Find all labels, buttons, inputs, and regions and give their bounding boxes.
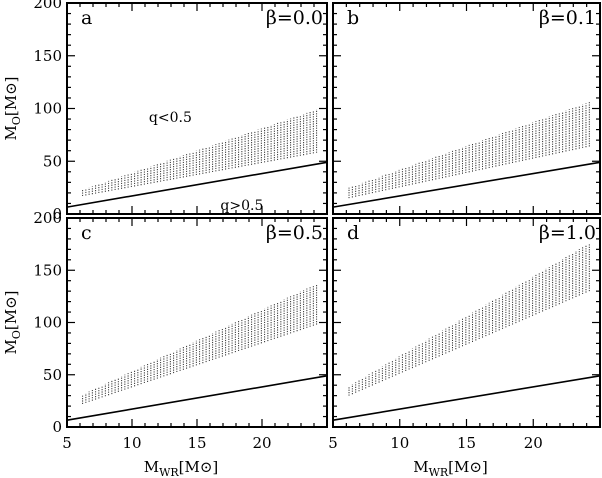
q-boundary-line xyxy=(332,375,601,421)
y-tick-label: 200 xyxy=(33,0,62,12)
x-axis-label: MWR[M⊙] xyxy=(413,458,488,478)
beta-label: β=0.1 xyxy=(539,7,596,29)
y-tick-label: 150 xyxy=(33,47,62,65)
panel-a: 0 50 100 150 200 MO[M⊙] a β=0.0 q<0.5 q>0.5 xyxy=(2,0,328,223)
panel-frame xyxy=(66,217,328,428)
y-tick-label: 150 xyxy=(33,261,62,279)
panel-frame xyxy=(332,2,601,215)
x-tick-label: 15 xyxy=(457,434,476,452)
panel-frame xyxy=(332,217,601,428)
beta-label: β=1.0 xyxy=(539,222,596,244)
x-tick-label: 20 xyxy=(524,434,543,452)
y-axis-label: MO[M⊙] xyxy=(2,290,23,354)
x-tick-label: 10 xyxy=(390,434,409,452)
q-boundary-line xyxy=(66,161,328,208)
panel-letter: b xyxy=(347,7,359,29)
beta-label: β=0.5 xyxy=(266,222,323,244)
y-tick-label: 0 xyxy=(52,205,62,223)
x-tick-label: 20 xyxy=(252,434,271,452)
x-tick-label: 5 xyxy=(62,434,72,452)
x-tick-label: 5 xyxy=(328,434,338,452)
x-tick-label: 15 xyxy=(187,434,206,452)
y-tick-label: 50 xyxy=(43,366,62,384)
panel-b: b β=0.1 xyxy=(332,2,601,215)
q-boundary-line xyxy=(66,375,328,421)
panel-letter: a xyxy=(81,7,92,29)
panel-d: 5 10 15 20 MWR[M⊙] d β=1.0 xyxy=(328,217,601,478)
y-axis-label: MO[M⊙] xyxy=(2,76,23,140)
annotation-q-gt: q>0.5 xyxy=(220,198,263,214)
panel-frame xyxy=(66,2,328,215)
y-tick-label: 0 xyxy=(52,418,62,436)
y-tick-label: 100 xyxy=(33,100,62,118)
y-tick-label: 200 xyxy=(33,209,62,227)
y-tick-label: 50 xyxy=(43,152,62,170)
panel-letter: c xyxy=(81,222,92,244)
x-axis-label: MWR[M⊙] xyxy=(144,458,219,478)
x-tick-label: 10 xyxy=(122,434,141,452)
beta-label: β=0.0 xyxy=(266,7,323,29)
q-boundary-line xyxy=(332,161,601,208)
y-tick-label: 100 xyxy=(33,314,62,332)
annotation-q-lt: q<0.5 xyxy=(149,110,192,126)
panel-letter: d xyxy=(347,222,359,244)
panel-c: 5 10 15 20 MWR[M⊙] 0 50 100 150 200 MO[M⊙] c β=0.5 xyxy=(2,209,328,478)
